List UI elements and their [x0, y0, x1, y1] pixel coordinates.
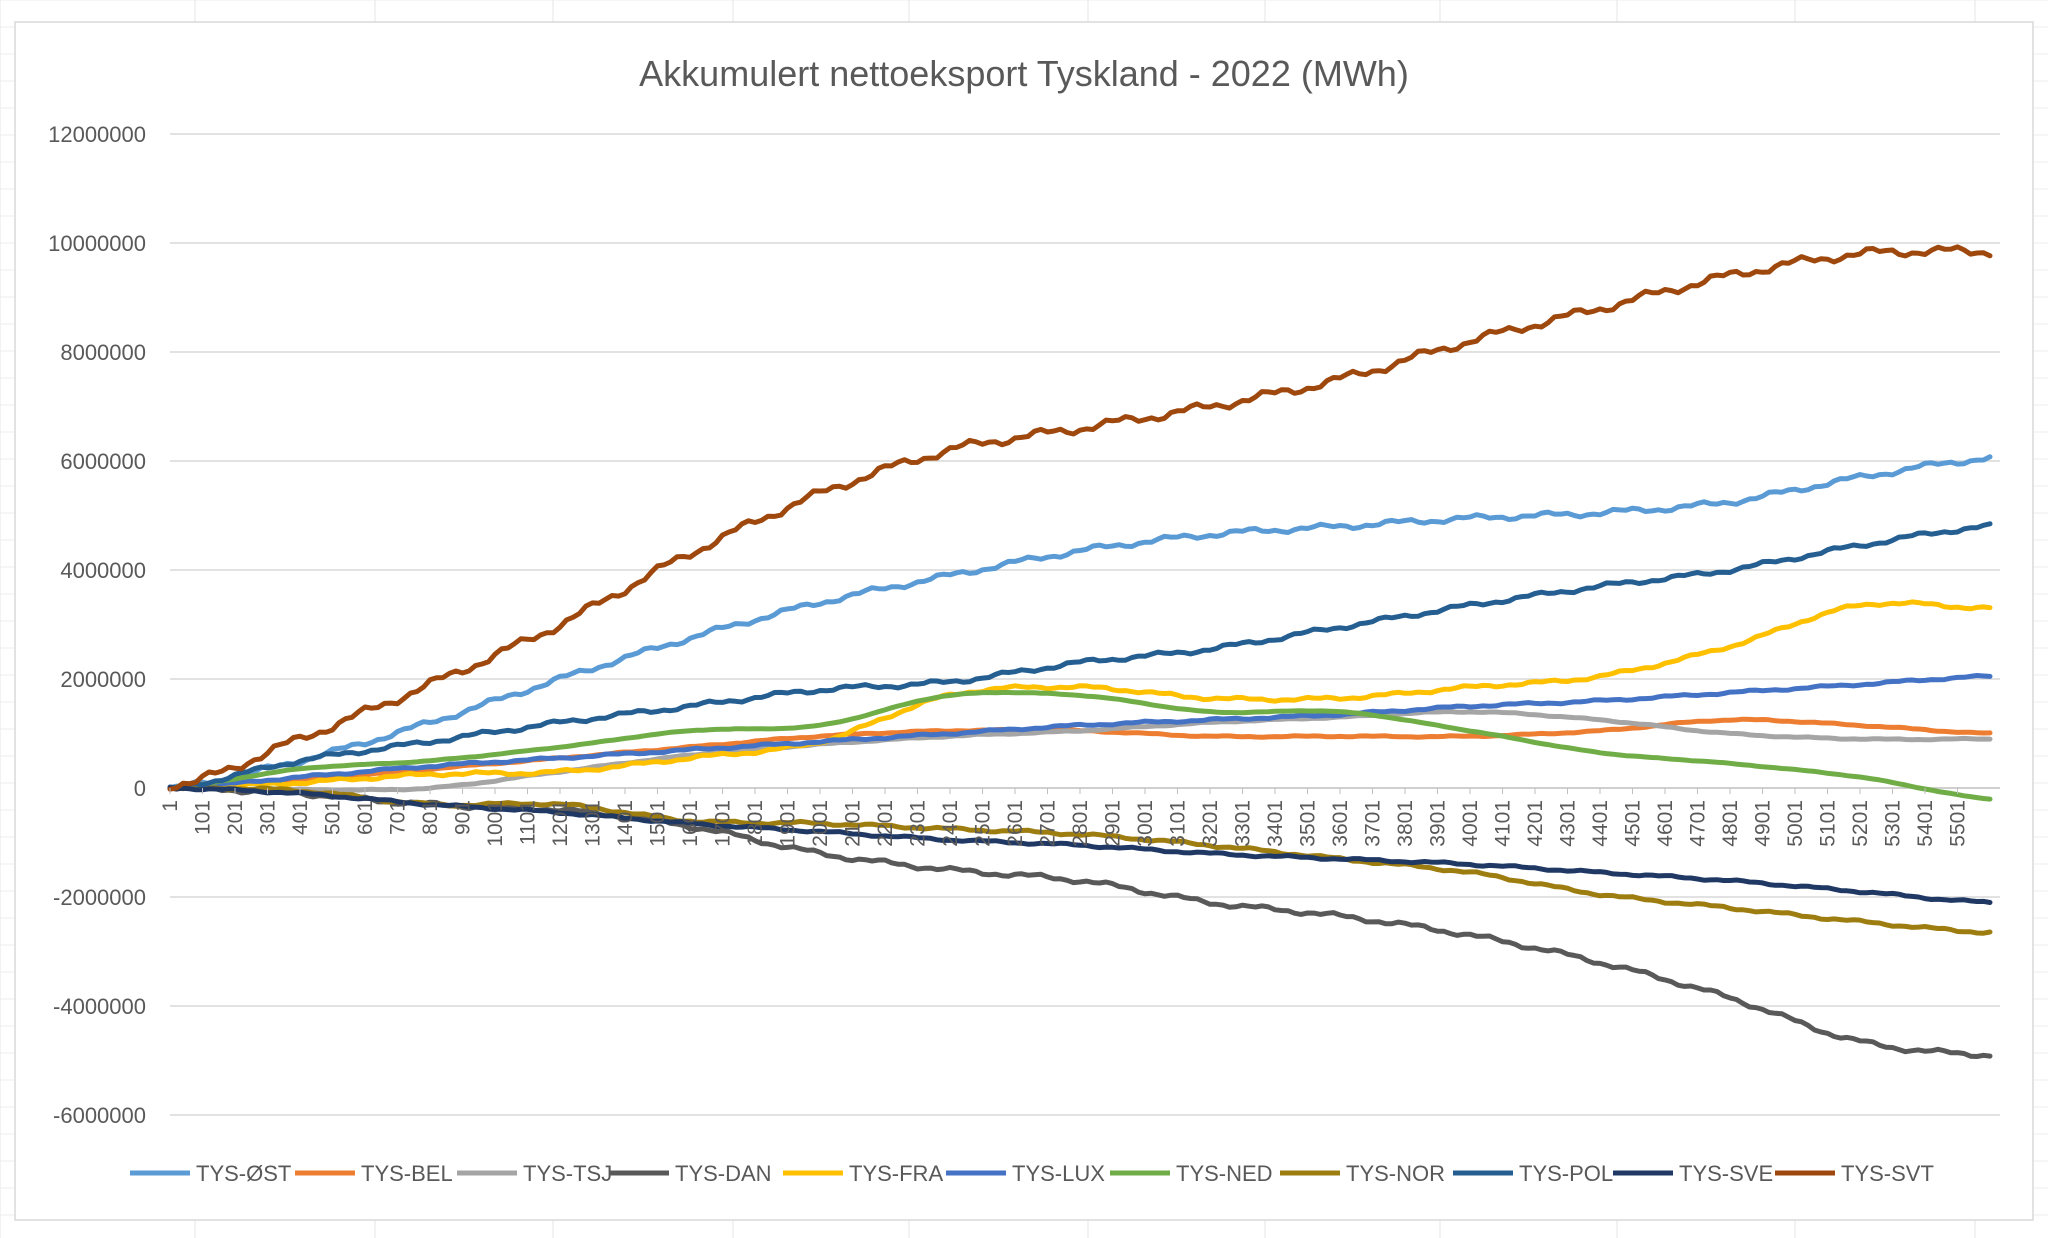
x-tick-label: 2301	[907, 800, 930, 847]
y-tick-label: 0	[134, 776, 146, 801]
x-tick-label: 5201	[1849, 800, 1872, 847]
y-tick-label: 8000000	[60, 340, 146, 365]
x-tick-label: 2101	[842, 800, 865, 847]
x-tick-label: 3601	[1329, 800, 1352, 847]
y-tick-label: 2000000	[60, 667, 146, 692]
x-tick-label: 1001	[484, 800, 507, 847]
x-tick-label: 301	[257, 800, 280, 835]
series-line-tys-pol	[167, 521, 1993, 791]
y-tick-label: -4000000	[53, 994, 146, 1019]
x-tick-label: 2601	[1004, 800, 1027, 847]
series-line-tys-tsj	[167, 709, 1993, 793]
legend-label-tys-ned: TYS-NED	[1176, 1161, 1273, 1186]
x-tick-label: 801	[419, 800, 442, 835]
y-tick-label: 4000000	[60, 558, 146, 583]
series-line-tys-ned	[167, 690, 1993, 802]
x-tick-label: 1501	[647, 800, 670, 847]
x-tick-label: 601	[354, 800, 377, 835]
x-tick-label: 1701	[712, 800, 735, 847]
y-axis: 12000000 10000000 8000000 6000000 4000000 200…	[48, 122, 146, 1128]
x-tick-label: 3801	[1394, 800, 1417, 847]
chart-title: Akkumulert nettoeksport Tyskland - 2022 …	[639, 53, 1409, 94]
x-tick-label: 1901	[777, 800, 800, 847]
x-tick-label: 2901	[1102, 800, 1125, 847]
x-tick-label: 1401	[614, 800, 637, 847]
legend-label-tys-nor: TYS-NOR	[1346, 1161, 1445, 1186]
x-tick-label: 1301	[582, 800, 605, 847]
x-tick-label: 2701	[1037, 800, 1060, 847]
gridlines	[170, 133, 2000, 1116]
series-line-tys-sve	[167, 785, 1993, 905]
x-tick-label: 1201	[549, 800, 572, 847]
series-lines	[167, 244, 1993, 1059]
y-tick-label: -6000000	[53, 1103, 146, 1128]
x-tick-label: 4501	[1622, 800, 1645, 847]
x-tick-label: 5501	[1947, 800, 1970, 847]
series-line-tys-fra	[167, 599, 1993, 792]
x-tick-label: 5301	[1882, 800, 1905, 847]
x-tick-label: 3001	[1134, 800, 1157, 847]
legend: TYS-ØST TYS-BEL TYS-TSJ TYS-DAN TYS-FRA TYS-L…	[130, 1161, 1934, 1186]
x-tick-label: 4001	[1459, 800, 1482, 847]
x-tick-label: 501	[322, 800, 345, 835]
x-tick-label: 3501	[1297, 800, 1320, 847]
y-tick-label: -2000000	[53, 885, 146, 910]
x-tick-label: 2401	[939, 800, 962, 847]
legend-label-tys-bel: TYS-BEL	[361, 1161, 453, 1186]
x-tick-label: 4301	[1557, 800, 1580, 847]
x-tick-label: 2501	[972, 800, 995, 847]
series-line-tys-lux	[167, 673, 1993, 791]
x-tick-label: 3701	[1362, 800, 1385, 847]
x-tick-label: 3301	[1232, 800, 1255, 847]
series-line-tys-st	[167, 454, 1993, 791]
legend-label-tys-tsj: TYS-TSJ	[523, 1161, 612, 1186]
x-tick-label: 2201	[874, 800, 897, 847]
legend-label-tys-svt: TYS-SVT	[1841, 1161, 1934, 1186]
x-tick-label: 4101	[1492, 800, 1515, 847]
x-tick-label: 4801	[1719, 800, 1742, 847]
x-tick-label: 5101	[1817, 800, 1840, 847]
chart-area	[14, 21, 2034, 1221]
legend-label-tys-fra: TYS-FRA	[849, 1161, 943, 1186]
x-tick-label: 2001	[809, 800, 832, 847]
x-tick-label: 201	[224, 800, 247, 835]
x-tick-label: 401	[289, 800, 312, 835]
legend-label-tys-pol: TYS-POL	[1519, 1161, 1613, 1186]
x-tick-label: 3101	[1167, 800, 1190, 847]
x-tick-label: 3401	[1264, 800, 1287, 847]
x-tick-label: 4701	[1687, 800, 1710, 847]
x-tick-label: 2801	[1069, 800, 1092, 847]
series-line-tys-svt	[167, 244, 1993, 792]
x-tick-label: 4401	[1589, 800, 1612, 847]
x-tick-label: 3901	[1427, 800, 1450, 847]
y-tick-label: 10000000	[48, 231, 146, 256]
x-tick-label: 4901	[1752, 800, 1775, 847]
y-tick-label: 6000000	[60, 449, 146, 474]
legend-label-tys-sve: TYS-SVE	[1679, 1161, 1773, 1186]
legend-label-tys-lux: TYS-LUX	[1012, 1161, 1105, 1186]
x-tick-label: 101	[192, 800, 215, 835]
x-tick-label: 1101	[517, 800, 540, 845]
x-tick-label: 1601	[679, 800, 702, 847]
x-tick-label: 901	[452, 800, 475, 835]
x-axis: 1 101 201 301 401 501 601 701 801 901 1001 1101 1201…	[159, 788, 1970, 847]
x-tick-label: 5001	[1784, 800, 1807, 847]
legend-label-tys-dan: TYS-DAN	[675, 1161, 772, 1186]
x-tick-label: 701	[387, 800, 410, 835]
x-tick-label: 1801	[744, 800, 767, 847]
x-tick-label: 4201	[1524, 800, 1547, 847]
x-tick-label: 5401	[1914, 800, 1937, 847]
x-tick-label: 3201	[1199, 800, 1222, 847]
legend-label-tys-st: TYS-ØST	[196, 1161, 291, 1186]
y-tick-label: 12000000	[48, 122, 146, 147]
x-tick-label: 4601	[1654, 800, 1677, 847]
x-tick-label: 1	[159, 800, 182, 812]
